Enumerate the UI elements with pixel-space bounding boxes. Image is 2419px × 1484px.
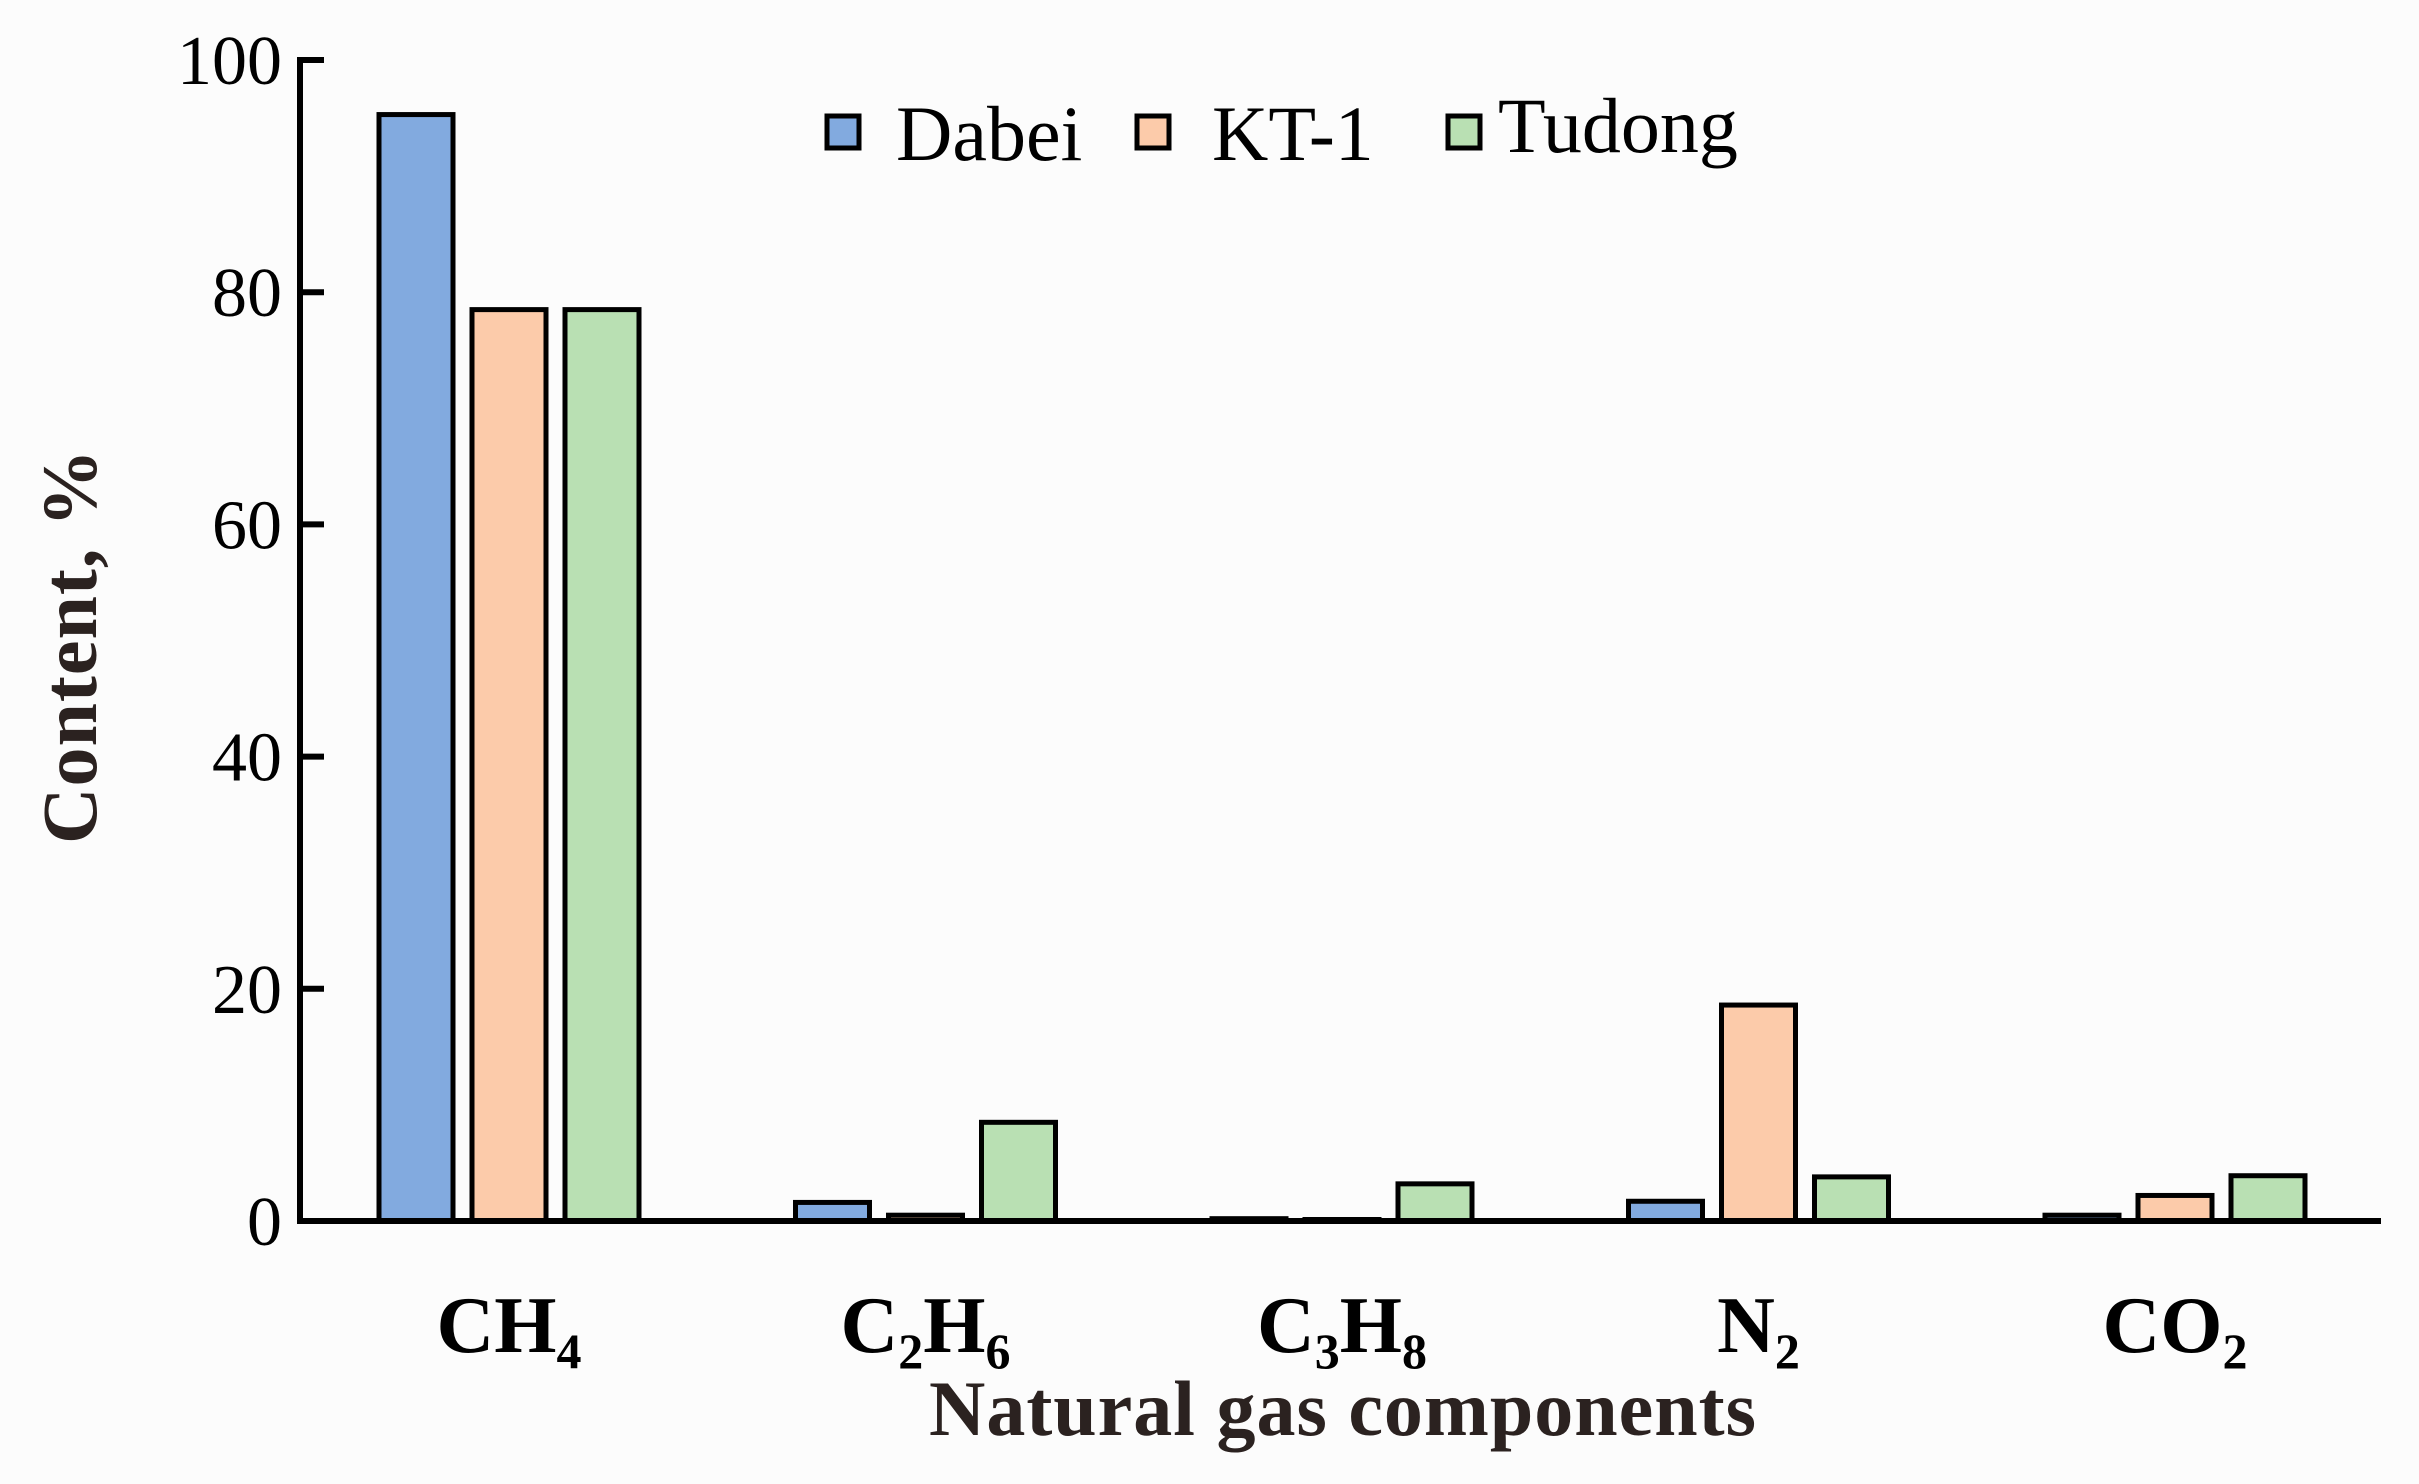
- x-category-label-c2h6: C2H6: [840, 1282, 1010, 1379]
- y-tick-label: 40: [212, 720, 282, 797]
- legend-swatch: [1134, 113, 1172, 151]
- bar-dabei-ch4: [376, 112, 456, 1224]
- y-tick-label: 60: [212, 487, 282, 564]
- bar-group-co2: [2042, 1173, 2308, 1224]
- y-tick-label: 0: [247, 1184, 282, 1261]
- bar-tudong-c3h8: [1395, 1181, 1475, 1224]
- bar-tudong-co2: [2228, 1173, 2308, 1224]
- x-category-label-n2: N2: [1717, 1282, 1800, 1379]
- x-axis: CH4 C2H6 C3H8 N2 CO2: [297, 1218, 2381, 1379]
- x-category-label-ch4: CH4: [437, 1282, 582, 1379]
- y-axis: 0 20 40 60 80 100: [177, 23, 324, 1261]
- legend-label: Tudong: [1498, 82, 1738, 169]
- legend-swatch: [824, 113, 862, 151]
- y-tick-label: 80: [212, 255, 282, 332]
- legend-item-kt1: KT-1: [1134, 90, 1374, 177]
- x-axis-title: Natural gas components: [929, 1365, 1757, 1452]
- legend-item-tudong: Tudong: [1445, 82, 1738, 169]
- legend: Dabei KT-1 Tudong: [824, 82, 1738, 177]
- y-tick-label: 100: [177, 23, 282, 100]
- legend-label: Dabei: [896, 90, 1082, 177]
- legend-label: KT-1: [1212, 90, 1374, 177]
- bar-kt1-co2: [2135, 1192, 2215, 1224]
- legend-item-dabei: Dabei: [824, 90, 1082, 177]
- bar-tudong-n2: [1812, 1174, 1891, 1224]
- legend-swatch: [1445, 113, 1483, 151]
- bar-tudong-ch4: [562, 307, 642, 1224]
- bar-kt1-n2: [1719, 1002, 1798, 1224]
- x-category-label-co2: CO2: [2103, 1282, 2248, 1379]
- bar-kt1-ch4: [469, 307, 549, 1224]
- x-category-label-c3h8: C3H8: [1257, 1282, 1427, 1379]
- y-tick-label: 20: [212, 952, 282, 1029]
- bar-group-n2: [1626, 1002, 1891, 1224]
- bar-group-ch4: [376, 112, 642, 1224]
- y-axis-title: Content, %: [26, 448, 113, 844]
- bar-tudong-c2h6: [979, 1119, 1058, 1224]
